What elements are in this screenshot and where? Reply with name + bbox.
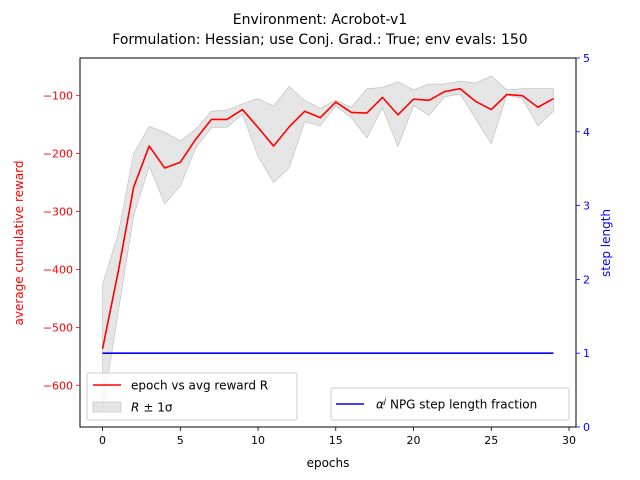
series-layer [101,87,554,355]
x-tick-label: 30 [562,434,576,447]
legend-band-label-tail: ± 1σ [143,401,173,415]
y-right-axis-label: step length [599,209,613,277]
legend-band-label: R ± 1σ [131,401,173,415]
x-tick-label: 10 [251,434,265,447]
y-right-tick-label: 5 [583,52,590,65]
x-tick-label: 20 [407,434,421,447]
x-tick-label: 15 [329,434,343,447]
y-left-tick-label: −100 [43,90,73,103]
x-tick-label: 25 [484,434,498,447]
x-axis-label: epochs [307,456,350,470]
chart-title-line1: Environment: Acrobot-v1 [233,12,407,28]
chart-title-line2: Formulation: Hessian; use Conj. Grad.: T… [112,32,527,48]
y-left-tick-label: −200 [43,148,73,161]
y-left-tick-label: −300 [43,206,73,219]
legend-reward-label: epoch vs avg reward R [131,379,268,393]
legend-step-sup: j [383,397,387,406]
legend-band-swatch [92,401,122,413]
x-tick-label: 5 [177,434,184,447]
plot-area [79,57,577,428]
y-left-tick-label: −400 [43,263,73,276]
band-layer [102,75,554,412]
legend-step-label: αj NPG step length fraction [376,397,537,412]
axes-frame [79,57,577,428]
y-right-tick-label: 4 [583,126,590,139]
reward-line [101,87,554,349]
y-left-tick-label: −500 [43,321,73,334]
legend-step-alpha: α [376,398,384,412]
x-tick-label: 0 [99,434,106,447]
legend-step-tail: NPG step length fraction [386,398,537,412]
y-left-axis-label: average cumulative reward [12,160,26,325]
y-right-tick-label: 2 [583,273,590,286]
y-right-tick-label: 0 [583,421,590,434]
legend-left-box [86,372,298,421]
reward-std-band [102,75,554,412]
y-left-axis-ticks: −600 −500 −400 −300 −200 −100 [43,90,80,392]
y-right-axis-ticks: 0 1 2 3 4 5 [576,52,590,434]
legend-left: epoch vs avg reward R R ± 1σ [86,372,298,421]
legend-right-box [330,387,570,421]
y-right-tick-label: 3 [583,200,590,213]
y-right-tick-label: 1 [583,347,590,360]
legend-right: αj NPG step length fraction [330,387,570,421]
x-axis-ticks: 0 5 10 15 20 25 30 [99,427,576,447]
legend-band-label-main: R [131,401,139,415]
y-left-tick-label: −600 [43,379,73,392]
